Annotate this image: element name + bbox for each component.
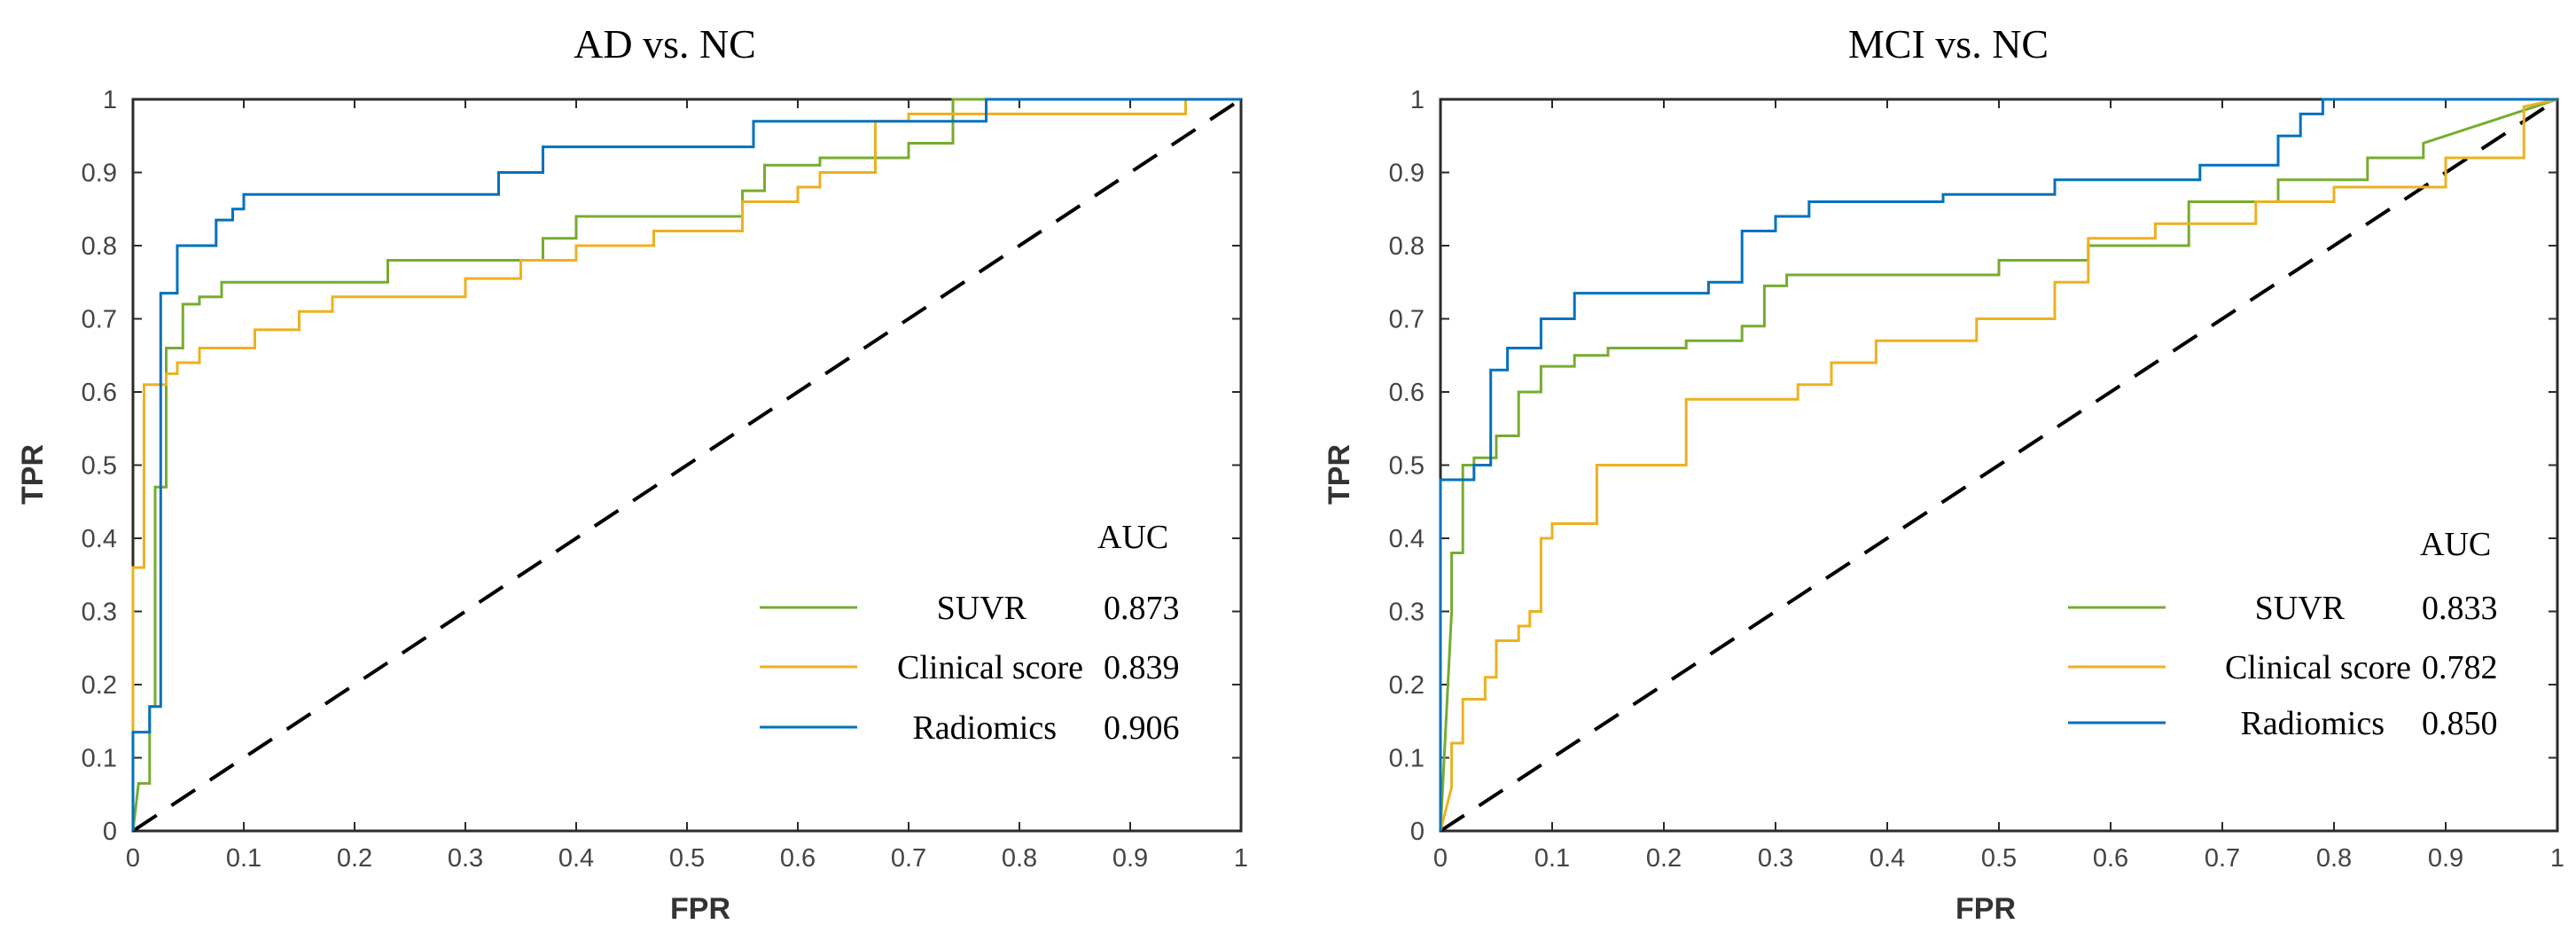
x-tick-label: 0.8: [1002, 844, 1037, 873]
y-tick-label: 1: [1410, 86, 1425, 114]
x-tick-label: 0.5: [669, 844, 705, 873]
y-tick-label: 0.5: [1389, 452, 1425, 481]
roc-panel-mci-vs-nc: MCI vs. NC TPR FPR 0 0.1 0.2 0.3 0.4 0.5 0.6 0.…: [1323, 21, 2564, 926]
legend-label-clinical-score: Clinical score: [2225, 649, 2411, 686]
x-tick-label: 0.2: [337, 844, 372, 873]
legend: AUC SUVR 0.873 Clinical score 0.839 Radi…: [760, 519, 1180, 747]
x-tick-label: 0.7: [2205, 844, 2240, 873]
y-tick-label: 0.5: [82, 452, 117, 481]
y-tick-label: 0.3: [1389, 599, 1425, 627]
roc-curve-radiomics: [131, 98, 1241, 831]
y-tick-label: 0.8: [82, 232, 117, 261]
legend-label-radiomics: Radiomics: [2240, 705, 2385, 742]
x-tick-label: 0.1: [226, 844, 262, 873]
y-tick-label: 0.2: [82, 671, 117, 700]
roc-curve-clinical-score: [1439, 98, 2558, 832]
roc-curve-clinical-score: [131, 98, 1241, 831]
y-tick-label: 0.2: [1389, 671, 1425, 700]
legend-auc-suvr: 0.833: [2422, 590, 2498, 627]
chance-diagonal-line: [1439, 98, 2559, 833]
x-tick-label: 1: [2550, 844, 2564, 873]
x-tick-label: 0.7: [891, 844, 926, 873]
axis-ticks: 0 0.1 0.2 0.3 0.4 0.5 0.6 0.7 0.8 0.9 1 0 0.1 0.2 0.3 0…: [1389, 86, 2564, 873]
y-tick-label: 0.4: [82, 525, 117, 553]
x-tick-label: 0.2: [1646, 844, 1682, 873]
y-tick-label: 0.6: [82, 379, 117, 407]
legend-auc-clinical-score: 0.782: [2422, 649, 2498, 686]
legend-label-suvr: SUVR: [2255, 590, 2346, 627]
x-tick-label: 0.3: [448, 844, 483, 873]
y-tick-label: 0: [1410, 818, 1425, 846]
x-tick-label: 0.4: [1870, 844, 1905, 873]
legend-header-auc: AUC: [1097, 519, 1168, 556]
x-tick-label: 0.4: [558, 844, 594, 873]
y-tick-label: 0.1: [82, 745, 117, 773]
x-tick-label: 0.6: [780, 844, 816, 873]
legend: AUC SUVR 0.833 Clinical score 0.782 Radi…: [2068, 526, 2498, 742]
chart-title: MCI vs. NC: [1848, 21, 2049, 67]
axis-ticks: 0 0.1 0.2 0.3 0.4 0.5 0.6 0.7 0.8 0.9 1 0 0.1 0.2 0.3 0…: [82, 86, 1248, 873]
x-axis-label: FPR: [1955, 892, 2016, 926]
y-axis-label: TPR: [1323, 444, 1356, 505]
x-tick-label: 0.5: [1981, 844, 2017, 873]
x-tick-label: 0.9: [2428, 844, 2463, 873]
legend-label-suvr: SUVR: [937, 590, 1027, 627]
y-tick-label: 0.3: [82, 599, 117, 627]
y-tick-label: 0.7: [1389, 306, 1425, 334]
roc-panel-ad-vs-nc: AD vs. NC TPR FPR 0 0.1 0.2 0.3 0.4 0.5 0.6 0.7…: [16, 21, 1248, 926]
x-tick-label: 0: [126, 844, 140, 873]
x-tick-label: 0.3: [1758, 844, 1793, 873]
x-tick-label: 0: [1433, 844, 1448, 873]
y-tick-label: 0.1: [1389, 745, 1425, 773]
x-tick-label: 0.6: [2093, 844, 2128, 873]
y-tick-label: 0.7: [82, 306, 117, 334]
y-tick-label: 1: [103, 86, 117, 114]
roc-curve-suvr: [131, 98, 1241, 832]
y-tick-label: 0.4: [1389, 525, 1425, 553]
legend-auc-radiomics: 0.850: [2422, 705, 2498, 742]
legend-auc-radiomics: 0.906: [1104, 709, 1180, 747]
y-tick-label: 0.6: [1389, 379, 1425, 407]
legend-label-clinical-score: Clinical score: [897, 649, 1083, 686]
roc-curve-radiomics: [1439, 98, 2557, 831]
x-tick-label: 0.8: [2316, 844, 2352, 873]
series-layer: [1439, 98, 2559, 833]
x-tick-label: 1: [1234, 844, 1248, 873]
x-axis-label: FPR: [670, 892, 730, 926]
x-tick-label: 0.1: [1534, 844, 1570, 873]
legend-header-auc: AUC: [2420, 526, 2491, 563]
legend-auc-clinical-score: 0.839: [1104, 649, 1180, 686]
y-tick-label: 0.9: [82, 160, 117, 188]
x-tick-label: 0.9: [1112, 844, 1148, 873]
y-tick-label: 0.8: [1389, 232, 1425, 261]
legend-label-radiomics: Radiomics: [912, 709, 1057, 747]
chart-title: AD vs. NC: [574, 21, 756, 67]
y-tick-label: 0: [103, 818, 117, 846]
legend-auc-suvr: 0.873: [1104, 590, 1180, 627]
y-axis-label: TPR: [16, 444, 50, 505]
y-tick-label: 0.9: [1389, 160, 1425, 188]
series-layer: [131, 98, 1243, 833]
chance-diagonal-line: [131, 98, 1243, 833]
